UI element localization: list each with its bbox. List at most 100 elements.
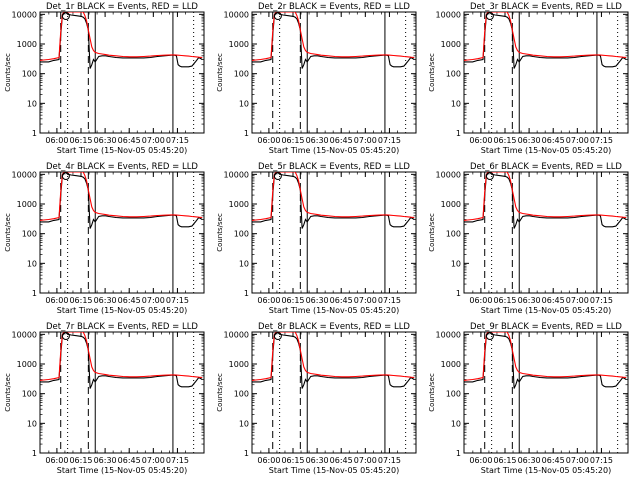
panel-title: Det_6r BLACK = Events, RED = LLD (470, 162, 622, 172)
y-tick-label: 1000 (229, 360, 249, 369)
y-tick-label: 10000 (224, 330, 249, 339)
series-events-line (464, 12, 627, 69)
y-tick-label: 10000 (12, 10, 37, 19)
x-tick-label: 06:00 (45, 136, 68, 145)
x-tick-label: 06:00 (469, 456, 492, 465)
x-tick-label: 06:30 (306, 456, 329, 465)
x-tick-label: 06:45 (118, 296, 141, 305)
x-tick-label: 06:00 (469, 136, 492, 145)
x-axis-label: Start Time (15-Nov-05 05:45:20) (481, 306, 611, 315)
x-tick-label: 06:30 (306, 296, 329, 305)
x-axis-label: Start Time (15-Nov-05 05:45:20) (481, 146, 611, 155)
panel-title: Det_8r BLACK = Events, RED = LLD (258, 322, 410, 332)
detector-panel-6: Det_6r BLACK = Events, RED = LLD 1 10 100 10… (428, 162, 629, 315)
y-tick-label: 10 (451, 99, 461, 108)
series-events-line (40, 172, 203, 229)
plot-frame (251, 171, 417, 294)
y-tick-label: 100 (446, 70, 461, 79)
y-tick-label: 10 (451, 259, 461, 268)
x-tick-label: 06:00 (257, 296, 280, 305)
x-tick-label: 06:45 (542, 296, 565, 305)
plot-frame (251, 331, 417, 454)
detector-panel-4: Det_4r BLACK = Events, RED = LLD 1 10 100 10… (4, 162, 205, 315)
x-tick-label: 07:00 (566, 136, 589, 145)
y-axis-label: Counts/sec (216, 373, 224, 412)
saturation-marker (61, 12, 70, 20)
y-axis-label: Counts/sec (4, 53, 12, 92)
series-lld-line (252, 172, 415, 221)
y-tick-label: 100 (234, 70, 249, 79)
y-tick-label: 1 (32, 289, 37, 298)
y-tick-label: 10 (239, 99, 249, 108)
x-tick-label: 07:00 (566, 296, 589, 305)
x-tick-label: 06:00 (257, 456, 280, 465)
y-tick-label: 100 (446, 230, 461, 239)
detector-panel-9: Det_9r BLACK = Events, RED = LLD 1 10 100 10… (428, 322, 629, 475)
x-axis-label: Start Time (15-Nov-05 05:45:20) (57, 306, 187, 315)
x-tick-label: 06:15 (281, 456, 304, 465)
panel-title: Det_2r BLACK = Events, RED = LLD (258, 2, 410, 12)
x-tick-label: 06:30 (94, 456, 117, 465)
x-tick-label: 07:15 (590, 136, 613, 145)
x-axis-label: Start Time (15-Nov-05 05:45:20) (57, 146, 187, 155)
x-tick-label: 06:00 (45, 296, 68, 305)
x-tick-label: 06:30 (94, 136, 117, 145)
x-tick-label: 06:15 (493, 456, 516, 465)
y-tick-label: 1000 (17, 360, 37, 369)
series-lld-line (252, 332, 415, 381)
x-tick-label: 07:00 (566, 456, 589, 465)
plot-frame (463, 171, 629, 294)
y-tick-label: 1 (456, 129, 461, 138)
x-tick-label: 06:30 (518, 136, 541, 145)
x-tick-label: 06:15 (493, 136, 516, 145)
x-axis-label: Start Time (15-Nov-05 05:45:20) (57, 466, 187, 475)
y-tick-label: 10000 (436, 170, 461, 179)
plot-frame (463, 11, 629, 134)
x-tick-label: 07:15 (166, 136, 189, 145)
y-tick-label: 100 (22, 70, 37, 79)
panel-title: Det_7r BLACK = Events, RED = LLD (46, 322, 198, 332)
detector-panel-1: Det_1r BLACK = Events, RED = LLD 1 10 100 10… (4, 2, 205, 155)
y-axis-label: Counts/sec (428, 373, 436, 412)
y-axis-label: Counts/sec (216, 53, 224, 92)
x-tick-label: 06:45 (330, 296, 353, 305)
series-events-line (464, 172, 627, 229)
y-tick-label: 1000 (229, 40, 249, 49)
panel-title: Det_4r BLACK = Events, RED = LLD (46, 162, 198, 172)
series-events-line (40, 12, 203, 69)
y-tick-label: 1 (244, 449, 249, 458)
series-lld-line (40, 172, 203, 221)
panel-title: Det_3r BLACK = Events, RED = LLD (470, 2, 622, 12)
x-tick-label: 07:00 (142, 296, 165, 305)
series-lld-line (40, 332, 203, 381)
x-tick-label: 07:00 (142, 456, 165, 465)
y-axis-label: Counts/sec (4, 373, 12, 412)
y-tick-label: 10 (451, 419, 461, 428)
y-tick-label: 1 (244, 129, 249, 138)
x-axis-label: Start Time (15-Nov-05 05:45:20) (269, 146, 399, 155)
plot-frame (463, 331, 629, 454)
series-lld-line (464, 172, 627, 221)
series-lld-line (40, 12, 203, 61)
series-events-line (252, 172, 415, 229)
x-tick-label: 07:15 (378, 456, 401, 465)
y-axis-label: Counts/sec (4, 213, 12, 252)
y-tick-label: 10 (239, 259, 249, 268)
detector-panel-2: Det_2r BLACK = Events, RED = LLD 1 10 100 10… (216, 2, 417, 155)
y-axis-label: Counts/sec (428, 213, 436, 252)
detector-panel-8: Det_8r BLACK = Events, RED = LLD 1 10 100 10… (216, 322, 417, 475)
x-tick-label: 07:00 (142, 136, 165, 145)
series-lld-line (464, 12, 627, 61)
x-tick-label: 06:45 (118, 136, 141, 145)
y-tick-label: 1 (456, 449, 461, 458)
x-tick-label: 06:15 (493, 296, 516, 305)
x-tick-label: 06:15 (281, 136, 304, 145)
x-tick-label: 06:30 (94, 296, 117, 305)
x-tick-label: 06:00 (257, 136, 280, 145)
y-tick-label: 1000 (17, 40, 37, 49)
saturation-marker (273, 332, 282, 340)
x-tick-label: 07:00 (354, 456, 377, 465)
saturation-marker (485, 332, 494, 340)
saturation-marker (485, 172, 494, 180)
y-tick-label: 1 (456, 289, 461, 298)
